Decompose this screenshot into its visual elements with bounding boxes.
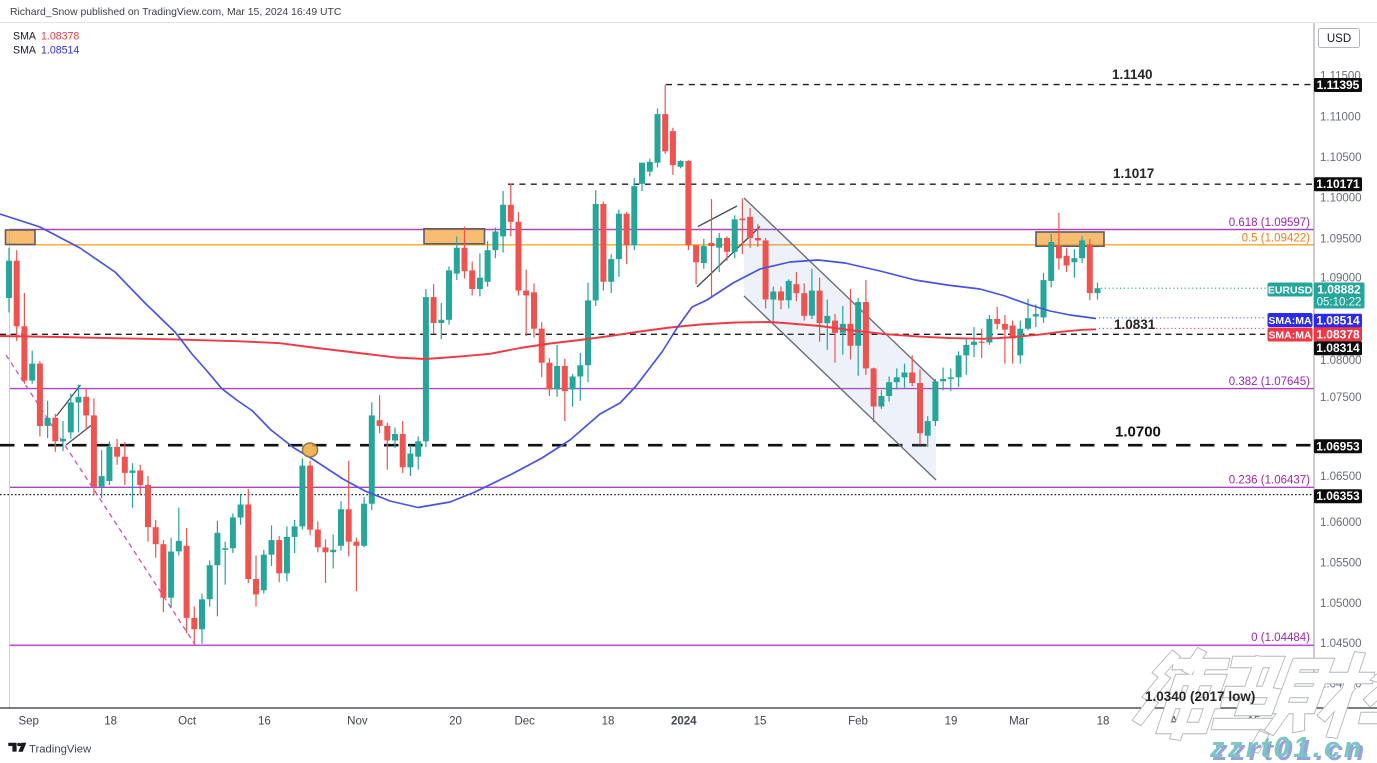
svg-text:1.08000: 1.08000: [1320, 355, 1362, 367]
svg-text:SMA: SMA: [13, 31, 37, 43]
svg-text:1.09000: 1.09000: [1320, 272, 1362, 284]
svg-text:1.04500: 1.04500: [1320, 638, 1362, 650]
svg-text:1.08378: 1.08378: [1316, 327, 1360, 341]
svg-text:1.0831: 1.0831: [1114, 317, 1156, 332]
svg-text:1.08514: 1.08514: [41, 45, 79, 57]
svg-text:2024: 2024: [671, 716, 697, 728]
svg-text:1.06000: 1.06000: [1320, 517, 1362, 529]
svg-text:0.236 (1.06437): 0.236 (1.06437): [1229, 475, 1310, 487]
svg-text:1.0700: 1.0700: [1115, 424, 1161, 441]
svg-text:15: 15: [754, 716, 767, 728]
svg-text:SMA:MA: SMA:MA: [1268, 329, 1312, 341]
svg-text:SMA:MA: SMA:MA: [1268, 315, 1312, 327]
svg-text:1.10171: 1.10171: [1316, 177, 1360, 191]
svg-text:1.06500: 1.06500: [1320, 471, 1362, 483]
svg-text:18: 18: [1097, 716, 1110, 728]
svg-text:Oct: Oct: [178, 716, 197, 728]
svg-text:1.0340 (2017 low): 1.0340 (2017 low): [1145, 689, 1255, 704]
svg-text:1.10000: 1.10000: [1320, 193, 1362, 205]
svg-text:19: 19: [945, 716, 958, 728]
svg-text:0.382 (1.07645): 0.382 (1.07645): [1229, 376, 1310, 388]
svg-text:1.07500: 1.07500: [1320, 392, 1362, 404]
svg-text:1.10500: 1.10500: [1320, 152, 1362, 164]
svg-text:18: 18: [602, 716, 615, 728]
svg-text:1.08882: 1.08882: [1317, 283, 1361, 297]
svg-text:18: 18: [104, 716, 117, 728]
svg-text:1.06953: 1.06953: [1316, 439, 1360, 453]
svg-text:1.09500: 1.09500: [1320, 234, 1362, 246]
svg-text:1.11000: 1.11000: [1320, 111, 1361, 123]
svg-text:1.08378: 1.08378: [41, 31, 79, 43]
svg-text:1.05000: 1.05000: [1320, 598, 1362, 610]
svg-text:0 (1.04484): 0 (1.04484): [1251, 632, 1310, 644]
svg-text:Nov: Nov: [347, 716, 368, 728]
svg-text:zzrt01.cn: zzrt01.cn: [1212, 735, 1368, 763]
svg-text:1.08514: 1.08514: [1316, 314, 1360, 328]
svg-text:0.5 (1.09422): 0.5 (1.09422): [1242, 233, 1311, 245]
svg-text:1.06353: 1.06353: [1316, 489, 1360, 503]
svg-text:EURUSD: EURUSD: [1268, 284, 1313, 296]
svg-text:USD: USD: [1327, 33, 1351, 45]
svg-text:1.05500: 1.05500: [1320, 558, 1362, 570]
svg-text:SMA: SMA: [13, 45, 37, 57]
svg-text:05:10:22: 05:10:22: [1317, 297, 1362, 309]
svg-text:0.618 (1.09597): 0.618 (1.09597): [1229, 217, 1310, 229]
svg-text:1.11395: 1.11395: [1317, 78, 1360, 92]
svg-text:16: 16: [258, 716, 271, 728]
svg-text:Mar: Mar: [1009, 716, 1029, 728]
svg-text:1.08314: 1.08314: [1316, 341, 1360, 355]
svg-text:Dec: Dec: [514, 716, 535, 728]
svg-text:TradingView: TradingView: [29, 744, 92, 756]
svg-text:1.1140: 1.1140: [1112, 67, 1153, 82]
svg-text:Sep: Sep: [18, 716, 38, 728]
svg-text:zzrt01.cn: zzrt01.cn: [1209, 732, 1365, 763]
svg-text:Feb: Feb: [848, 716, 868, 728]
svg-text:20: 20: [449, 716, 462, 728]
svg-text:1.1017: 1.1017: [1113, 166, 1154, 181]
svg-text:Richard_Snow published on Trad: Richard_Snow published on TradingView.co…: [10, 7, 342, 18]
